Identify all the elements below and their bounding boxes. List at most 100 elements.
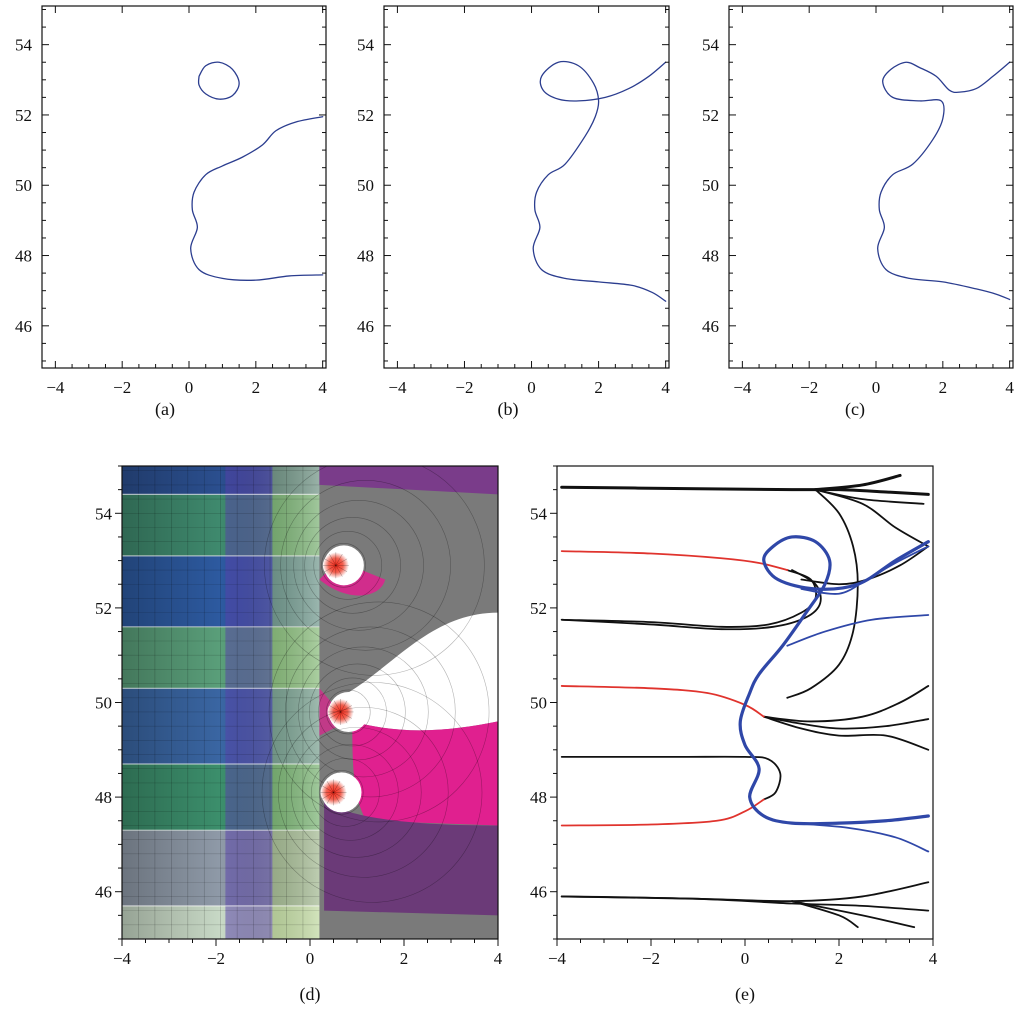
series-line [560, 895, 930, 912]
pole-ray [326, 792, 334, 804]
x-tick-label: −4 [733, 378, 752, 397]
y-tick-label: 54 [702, 36, 720, 55]
pole-ray [340, 711, 352, 719]
y-tick-label: 46 [15, 317, 32, 336]
pole-ray [333, 711, 341, 724]
y-tick-label: 54 [15, 36, 33, 55]
y-tick-label: 48 [95, 788, 112, 807]
series-line [800, 545, 930, 595]
contour-ring [325, 689, 371, 735]
y-tick-label: 48 [15, 247, 32, 266]
panel-a-chart: −4 −2 0 2 4 46 48 50 52 54 (a) [15, 5, 327, 420]
x-tick-label: 4 [318, 378, 327, 397]
series-line [814, 488, 930, 548]
x-tick-label: 2 [594, 378, 603, 397]
series-line [786, 614, 930, 647]
x-tick-label: 0 [872, 378, 881, 397]
pole-ray [329, 565, 337, 577]
x-tick-label: 4 [494, 949, 503, 968]
x-tick-label: −2 [455, 378, 473, 397]
contour-ring [309, 663, 406, 761]
series-line [190, 116, 324, 281]
y-tick-label: 50 [357, 176, 374, 195]
pole-ray [333, 785, 345, 793]
pole-core [327, 698, 354, 725]
pole-ray [335, 565, 343, 577]
y-tick-label: 52 [357, 106, 374, 125]
plot-frame [728, 5, 1014, 369]
x-tick-label: 0 [306, 949, 315, 968]
y-tick-label: 50 [530, 694, 547, 713]
series-line [560, 881, 930, 903]
y-tick-label: 46 [702, 317, 719, 336]
pole-ray [322, 785, 334, 793]
series-line [738, 535, 930, 826]
contour-ring [280, 480, 451, 651]
series-line [786, 488, 859, 699]
contour-ring [264, 466, 485, 676]
y-tick-label: 50 [95, 694, 112, 713]
series-line [791, 822, 930, 853]
x-tick-label: 2 [400, 949, 409, 968]
series-line [197, 61, 240, 100]
heatmap-shade [122, 466, 320, 939]
pole-ray [333, 792, 341, 804]
x-tick-label: −4 [548, 949, 567, 968]
x-tick-label: 2 [835, 949, 844, 968]
y-tick-label: 52 [530, 599, 547, 618]
y-tick-label: 48 [702, 247, 719, 266]
x-tick-label: −2 [113, 378, 131, 397]
panel-d-heatmap: −4 −2 0 2 4 46 48 50 52 54 (d) [95, 465, 503, 1005]
series-line [762, 715, 930, 751]
panel-caption: (b) [498, 399, 519, 420]
y-tick-label: 48 [357, 247, 374, 266]
series-line [877, 61, 1011, 301]
x-tick-label: −2 [800, 378, 818, 397]
heatmap-top-strip [319, 466, 498, 495]
contour-ring [311, 758, 380, 827]
pole-ray [322, 792, 334, 800]
series-line [560, 685, 765, 718]
x-tick-label: 0 [185, 378, 194, 397]
panel-caption: (a) [155, 399, 175, 420]
series-line [560, 798, 765, 827]
x-tick-label: −4 [46, 378, 65, 397]
y-tick-label: 50 [15, 176, 32, 195]
series-line [791, 900, 916, 929]
contour-ring [297, 646, 429, 778]
pole-ray [329, 711, 341, 719]
pole-ray [324, 565, 336, 573]
pole-ray [340, 711, 348, 724]
pole-ray [335, 553, 343, 566]
y-tick-label: 52 [702, 106, 719, 125]
x-tick-label: −2 [642, 949, 660, 968]
panel-c-chart: −4 −2 0 2 4 46 48 50 52 54 (c) [702, 5, 1014, 420]
y-tick-label: 46 [95, 883, 112, 902]
contour-ring [318, 677, 387, 747]
pole-ray [335, 565, 348, 573]
pole-ray [326, 780, 334, 793]
pole-ray [333, 780, 341, 793]
contour-ring [293, 500, 424, 631]
contour-ring [301, 744, 399, 841]
panel-e-chart: −4 −2 0 2 4 46 48 50 52 54 (e) [530, 465, 938, 1005]
y-tick-label: 48 [530, 788, 547, 807]
contour-ring [304, 517, 401, 614]
x-tick-label: 2 [252, 378, 261, 397]
pole-ray [329, 705, 341, 713]
contour-ring [318, 770, 364, 815]
contour-ring [313, 531, 383, 600]
contour-ring [284, 626, 456, 798]
heatmap-magenta-band [352, 721, 498, 826]
y-tick-label: 52 [15, 106, 32, 125]
series-line [560, 485, 930, 496]
x-tick-label: 4 [661, 378, 670, 397]
y-tick-label: 46 [530, 883, 547, 902]
series-line [560, 550, 789, 571]
series-line [560, 755, 782, 801]
pole-ray [333, 700, 341, 713]
pole-core [320, 779, 347, 806]
x-tick-label: 0 [741, 949, 750, 968]
x-tick-label: −4 [388, 378, 407, 397]
